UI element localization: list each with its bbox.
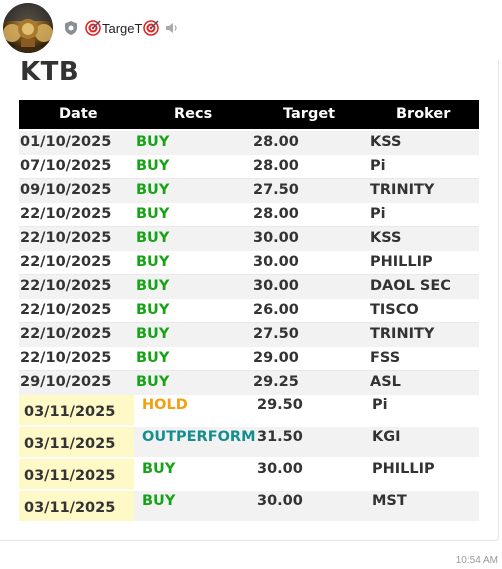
cell-target: 29.25	[253, 374, 299, 390]
table-row: 22/10/2025 BUY 28.00 Pi	[19, 203, 479, 227]
cell-date: 07/10/2025	[20, 158, 112, 174]
table-row-new: 03/11/2025 BUY 30.00 PHILLIP	[19, 459, 479, 489]
cell-date: 22/10/2025	[20, 254, 112, 270]
cell-broker: MST	[372, 493, 407, 509]
cell-rec: BUY	[136, 254, 170, 270]
cell-date: 22/10/2025	[20, 302, 112, 318]
table-row: 22/10/2025 BUY 29.00 FSS	[19, 347, 479, 371]
cell-target: 29.00	[253, 350, 299, 366]
speaker-muted-icon[interactable]	[165, 21, 179, 35]
cell-target: 27.50	[253, 326, 299, 342]
cell-rec: BUY	[136, 350, 170, 366]
cell-rec: BUY	[136, 302, 170, 318]
shield-icon	[65, 21, 77, 35]
archer-avatar-icon	[3, 3, 53, 53]
cell-target: 30.00	[253, 230, 299, 246]
cell-date: 01/10/2025	[20, 134, 112, 150]
column-header-target: Target	[283, 106, 336, 122]
cell-broker: TRINITY	[370, 182, 435, 198]
cell-broker: Pi	[370, 158, 386, 174]
table-header: Date Recs Target Broker	[19, 100, 479, 129]
channel-name[interactable]: TargeT	[102, 20, 143, 36]
cell-date: 29/10/2025	[20, 374, 112, 390]
column-header-broker: Broker	[396, 106, 451, 122]
table-row: 22/10/2025 BUY 30.00 PHILLIP	[19, 251, 479, 275]
cell-broker: Pi	[372, 397, 388, 413]
cell-rec: BUY	[136, 374, 170, 390]
cell-date: 22/10/2025	[20, 350, 112, 366]
cell-target: 30.00	[253, 254, 299, 270]
cell-broker: Pi	[370, 206, 386, 222]
table-row: 09/10/2025 BUY 27.50 TRINITY	[19, 179, 479, 203]
cell-date: 03/11/2025	[24, 404, 116, 420]
cell-rec: BUY	[136, 158, 170, 174]
cell-target: 30.00	[257, 493, 303, 509]
table-row-new: 03/11/2025 OUTPERFORM 31.50 KGI	[19, 427, 479, 457]
cell-target: 28.00	[253, 158, 299, 174]
channel-avatar[interactable]	[3, 3, 53, 53]
cell-broker: PHILLIP	[372, 461, 435, 477]
direct-hit-emoji-icon	[85, 20, 101, 36]
cell-target: 29.50	[257, 397, 303, 413]
table-row: 22/10/2025 BUY 30.00 DAOL SEC	[19, 275, 479, 299]
cell-date: 09/10/2025	[20, 182, 112, 198]
table-row-new: 03/11/2025 BUY 30.00 MST	[19, 491, 479, 521]
cell-rec: BUY	[136, 206, 170, 222]
table-row: 29/10/2025 BUY 29.25 ASL	[19, 371, 479, 395]
cell-broker: KGI	[372, 429, 401, 445]
message-timestamp: 10:54 AM	[455, 555, 498, 566]
cell-broker: KSS	[370, 230, 402, 246]
stock-title: KTB	[20, 57, 80, 87]
cell-broker: DAOL SEC	[370, 278, 451, 294]
cell-broker: FSS	[370, 350, 401, 366]
cell-rec: BUY	[136, 134, 170, 150]
table-row: 22/10/2025 BUY 26.00 TISCO	[19, 299, 479, 323]
highlight-cell	[19, 491, 134, 521]
cell-target: 31.50	[257, 429, 303, 445]
cell-date: 22/10/2025	[20, 278, 112, 294]
highlight-cell	[19, 427, 134, 457]
cell-target: 30.00	[253, 278, 299, 294]
table-row: 01/10/2025 BUY 28.00 KSS	[19, 131, 479, 155]
cell-target: 28.00	[253, 134, 299, 150]
highlight-cell	[19, 395, 134, 425]
highlight-cell	[19, 459, 134, 489]
cell-date: 22/10/2025	[20, 230, 112, 246]
table-row: 22/10/2025 BUY 27.50 TRINITY	[19, 323, 479, 347]
cell-date: 03/11/2025	[24, 436, 116, 452]
cell-date: 22/10/2025	[20, 326, 112, 342]
cell-rec: BUY	[136, 182, 170, 198]
channel-name-group[interactable]: TargeT	[85, 20, 160, 36]
cell-rec: BUY	[136, 230, 170, 246]
cell-date: 03/11/2025	[24, 500, 116, 516]
cell-rec: BUY	[136, 278, 170, 294]
cell-target: 30.00	[257, 461, 303, 477]
cell-rec: BUY	[142, 461, 176, 477]
cell-broker: PHILLIP	[370, 254, 433, 270]
cell-rec: BUY	[136, 326, 170, 342]
cell-target: 26.00	[253, 302, 299, 318]
cell-broker: ASL	[370, 374, 401, 390]
column-header-date: Date	[59, 106, 98, 122]
cell-date: 03/11/2025	[24, 468, 116, 484]
cell-broker: KSS	[370, 134, 402, 150]
message-header: TargeT	[63, 18, 179, 38]
cell-broker: TRINITY	[370, 326, 435, 342]
table-row: 22/10/2025 BUY 30.00 KSS	[19, 227, 479, 251]
direct-hit-emoji-icon	[143, 20, 160, 36]
cell-rec: HOLD	[142, 397, 188, 413]
cell-date: 22/10/2025	[20, 206, 112, 222]
column-header-recs: Recs	[174, 106, 213, 122]
cell-rec: OUTPERFORM	[142, 429, 256, 445]
cell-target: 27.50	[253, 182, 299, 198]
table-row-new: 03/11/2025 HOLD 29.50 Pi	[19, 395, 479, 425]
table-row: 07/10/2025 BUY 28.00 Pi	[19, 155, 479, 179]
cell-broker: TISCO	[370, 302, 419, 318]
cell-target: 28.00	[253, 206, 299, 222]
cell-rec: BUY	[142, 493, 176, 509]
